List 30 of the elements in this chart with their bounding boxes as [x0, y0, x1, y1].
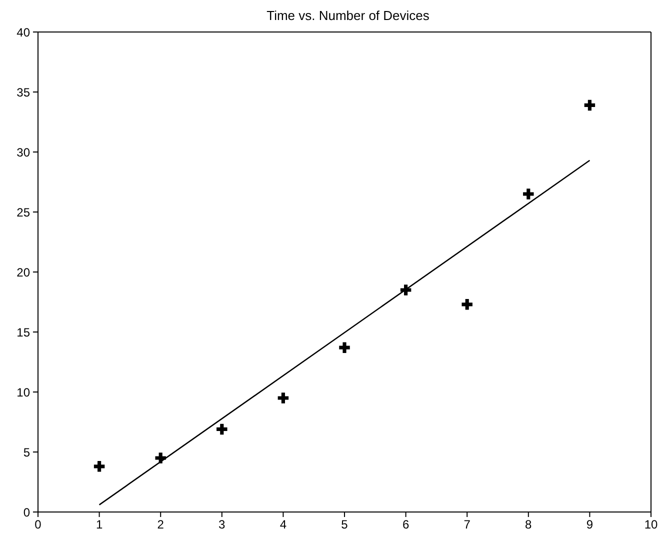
y-tick-label: 10: [16, 385, 30, 400]
x-tick-label: 10: [644, 518, 658, 532]
y-tick-label: 5: [23, 445, 30, 460]
y-tick-label: 40: [16, 25, 30, 40]
point: [278, 392, 289, 404]
y-tick-label: 25: [16, 205, 30, 220]
y-tick-label: 20: [16, 265, 30, 280]
x-tick-label: 3: [218, 518, 226, 532]
x-tick-label: 8: [525, 518, 532, 532]
x-tick-label: 9: [586, 518, 594, 532]
x-tick-label: 6: [402, 518, 410, 532]
point: [155, 452, 166, 464]
y-tick-label: 30: [16, 145, 30, 160]
point: [584, 100, 596, 111]
y-tick-label: 15: [16, 325, 30, 340]
x-tick-label: 0: [34, 518, 42, 532]
y-tick-label: 35: [16, 85, 30, 100]
x-tick-label: 5: [341, 518, 348, 532]
x-tick-label: 2: [157, 518, 164, 532]
point: [400, 284, 412, 296]
point: [94, 461, 105, 472]
point: [339, 342, 350, 353]
y-tick-label: 0: [23, 505, 30, 520]
point: [523, 188, 534, 200]
x-tick-label: 4: [280, 518, 287, 532]
point: [462, 299, 472, 310]
point: [216, 424, 228, 435]
x-tick-label: 7: [464, 518, 471, 532]
chart-title: Time vs. Number of Devices: [266, 8, 430, 25]
x-tick-label: 1: [96, 518, 103, 532]
